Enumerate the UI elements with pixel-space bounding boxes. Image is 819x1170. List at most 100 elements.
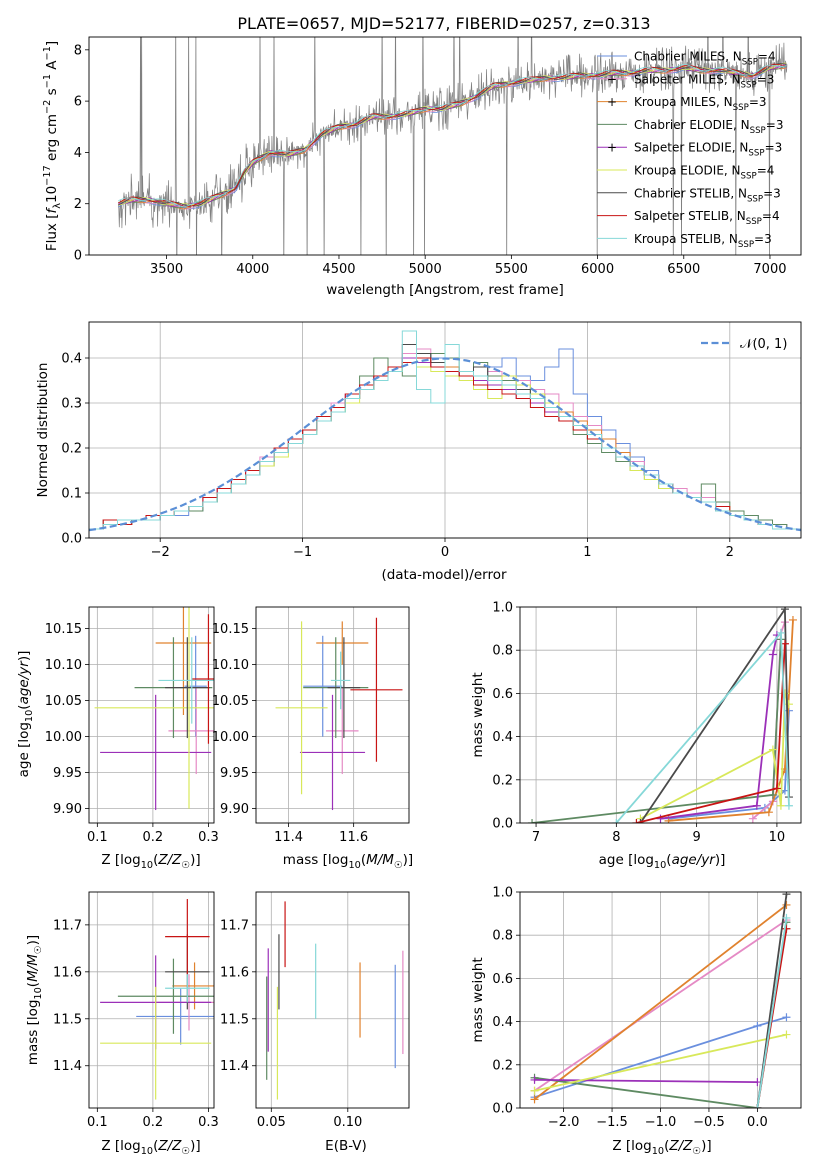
histogram-step-line: [89, 330, 801, 530]
model-spectrum-line: [118, 63, 787, 207]
legend-label: Salpeter STELIB, NSSP=4: [634, 209, 780, 227]
ticks: 11.4 11.6 9.90 9.95 10.00 10.05 10.10 10.15: [212, 622, 368, 845]
x-tick-label: 8: [612, 830, 620, 845]
plot-area: [528, 607, 797, 823]
y-tick-label: 0.2: [492, 1058, 513, 1073]
y-tick-label: 11.4: [53, 1059, 82, 1074]
y-tick-label: 10.00: [212, 730, 249, 745]
model-spectrum-line: [118, 63, 787, 208]
series-line: [531, 639, 782, 823]
y-tick-label: 10.10: [212, 658, 249, 673]
legend-label: Kroupa STELIB, NSSP=3: [634, 232, 772, 250]
y-tick-label: 11.5: [53, 1012, 82, 1027]
x-tick-label: 5500: [495, 262, 528, 277]
y-tick-label: 9.95: [53, 766, 82, 781]
y-tick-label: 11.4: [220, 1059, 249, 1074]
series-point: [768, 745, 777, 754]
ticks: −2.0 −1.5 −1.0 −0.5 0.0 0.0 0.2 0.4 0.6 0.8 1.0: [492, 886, 767, 1131]
y-tick-label: 9.90: [220, 802, 249, 817]
series-line: [534, 1079, 758, 1083]
series-point: [768, 790, 777, 799]
y-tick-label: 10.15: [45, 622, 82, 637]
x-tick-label: −1.5: [596, 1115, 628, 1130]
axes-frame: [519, 891, 802, 1109]
x-tick-label: 11.4: [274, 830, 303, 845]
axes-frame: [88, 36, 802, 256]
plot-area: [530, 892, 791, 1108]
series-point: [752, 801, 761, 810]
series-point: [530, 1086, 539, 1095]
legend-label: Chabrier STELIB, NSSP=3: [634, 186, 781, 204]
series-line: [534, 1033, 787, 1092]
x-tick-label: 0.1: [87, 1115, 108, 1130]
axes-frame: [88, 321, 802, 539]
legend-marker: +: [607, 95, 617, 109]
x-axis-label: Z [log10(Z/Z☉)]: [101, 1138, 200, 1157]
series-point: [748, 814, 757, 823]
axes-frame: [255, 891, 410, 1109]
axes-frame: [88, 891, 215, 1109]
series-point: [612, 819, 621, 823]
series-point: [632, 819, 641, 823]
x-tick-label: 2: [726, 545, 734, 560]
x-tick-label: 6000: [581, 262, 614, 277]
y-tick-label: 8: [74, 43, 82, 58]
y-tick-label: 9.95: [220, 766, 249, 781]
x-axis-label: (data-model)/error: [381, 567, 507, 583]
y-tick-label: 0.2: [61, 442, 82, 457]
axes-age-vs-mass: 11.4 11.6 9.90 9.95 10.00 10.05 10.10 10.15: [212, 606, 410, 845]
y-tick-label: 0.4: [492, 1015, 513, 1030]
series-point: [656, 814, 665, 823]
ticks: 0.05 0.10 11.4 11.5 11.6 11.7: [220, 918, 362, 1130]
x-tick-label: −1: [293, 545, 312, 560]
x-tick-label: 1: [583, 545, 591, 560]
series-point: [753, 1021, 762, 1030]
y-tick-label: 11.6: [220, 965, 249, 980]
axes-mass-vs-e-b-v-: 0.05 0.10 11.4 11.5 11.6 11.7: [220, 891, 410, 1130]
y-tick-label: 0.8: [492, 644, 513, 659]
y-tick-label: 6: [74, 95, 82, 110]
y-axis-label: age [log10(age/yr)]: [16, 651, 35, 778]
legend-label: 𝒩(0, 1): [740, 337, 787, 352]
series-point: [784, 801, 793, 810]
ticks: −2 −1 0 1 2 0.0 0.1 0.2 0.3 0.4: [61, 352, 734, 561]
y-tick-label: 10.05: [45, 694, 82, 709]
x-tick-label: 4000: [236, 262, 269, 277]
legend-label: Kroupa MILES, NSSP=3: [634, 95, 767, 113]
y-tick-label: 0.4: [61, 352, 82, 367]
legend-label: Chabrier ELODIE, NSSP=3: [634, 118, 783, 136]
series-point: [528, 819, 537, 823]
series-point: [782, 913, 791, 922]
series-line: [615, 630, 790, 823]
y-tick-label: 10.05: [212, 694, 249, 709]
spectrum-legend: Chabrier MILES, NSSP=4 + Salpeter MILES, N…: [597, 50, 783, 250]
x-tick-label: 0.05: [257, 1115, 286, 1130]
x-tick-label: 10: [769, 830, 786, 845]
series-point: [636, 819, 645, 823]
y-tick-label: 0.4: [492, 730, 513, 745]
x-tick-label: 4500: [322, 262, 355, 277]
legend-label: Salpeter ELODIE, NSSP=3: [634, 141, 782, 159]
ticks: 0.1 0.2 0.3 9.90 9.95 10.00 10.05 10.10 10.15: [45, 622, 219, 845]
series-point: [782, 1013, 791, 1022]
axes-mass-weight-vs-age: 7 8 9 10 0.0 0.2 0.4 0.6 0.8 1.0: [492, 601, 802, 845]
y-tick-label: 1.0: [492, 886, 513, 901]
y-tick-label: 1.0: [492, 601, 513, 616]
legend-marker: +: [607, 141, 617, 155]
axes-mass-weight-vs-z: −2.0 −1.5 −1.0 −0.5 0.0 0.0 0.2 0.4 0.6 0.8 1.0: [492, 886, 802, 1131]
series-line: [660, 634, 778, 820]
series-point: [530, 1075, 539, 1084]
plot-area: [100, 899, 214, 1100]
axes-mass-vs-z: 0.1 0.2 0.3 11.4 11.5 11.6 11.7: [53, 891, 219, 1130]
axes-residual-histogram: −2 −1 0 1 2 0.0 0.1 0.2 0.3 0.4: [61, 321, 802, 561]
y-axis-label: Normed distribution: [35, 363, 51, 498]
x-tick-label: 0.3: [198, 1115, 219, 1130]
y-axis-label: mass weight: [470, 957, 486, 1042]
series-point: [768, 650, 777, 659]
y-tick-label: 2: [74, 197, 82, 212]
x-axis-label: Z [log10(Z/Z☉)]: [612, 1138, 711, 1157]
x-tick-label: 7000: [753, 262, 786, 277]
x-tick-label: 0.2: [143, 1115, 164, 1130]
y-tick-label: 10.15: [212, 622, 249, 637]
y-tick-label: 0.0: [61, 532, 82, 547]
